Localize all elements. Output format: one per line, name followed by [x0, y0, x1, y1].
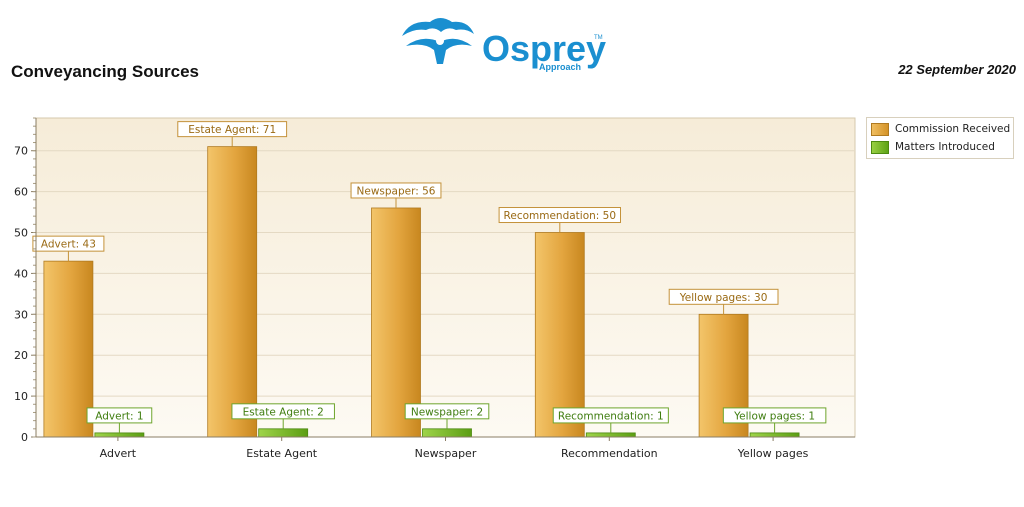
report-date: 22 September 2020 [898, 62, 1016, 77]
data-label: Estate Agent: 71 [188, 124, 276, 136]
y-tick-label: 10 [14, 390, 28, 403]
data-label: Recommendation: 1 [558, 410, 664, 422]
x-tick-label: Newspaper [415, 447, 477, 460]
bar-commission-advert [43, 260, 94, 438]
x-tick-label: Advert [100, 447, 137, 460]
chart-legend: Commission Received Matters Introduced [866, 117, 1014, 159]
y-tick-label: 70 [14, 145, 28, 158]
logo-trademark: TM [594, 35, 603, 41]
data-label-box [668, 288, 779, 305]
bar-matters-estate-agent [258, 428, 309, 438]
bar-matters-newspaper [422, 428, 472, 438]
logo-text: Osprey [482, 28, 606, 69]
data-label-box [32, 235, 105, 252]
legend-label-commission: Commission Received [895, 123, 1011, 135]
legend-swatch-commission [871, 122, 889, 136]
y-tick-label: 30 [14, 308, 28, 321]
x-tick-label: Recommendation [561, 447, 658, 460]
bar-matters-yellow-pages [749, 432, 800, 438]
osprey-bird-icon [402, 18, 474, 64]
data-label: Newspaper: 2 [411, 406, 483, 418]
data-label-box [350, 182, 442, 199]
legend-item-commission-received: Commission Received [871, 121, 1010, 137]
data-label-box [231, 403, 335, 420]
data-label-box [177, 121, 288, 138]
y-tick-label: 20 [14, 349, 28, 362]
data-label-box [552, 407, 669, 424]
legend-label-matters: Matters Introduced [895, 141, 995, 153]
x-tick-label: Estate Agent [246, 447, 318, 460]
data-label-box [404, 403, 490, 420]
legend-item-matters-introduced: Matters Introduced [871, 139, 995, 155]
bar-commission-newspaper [371, 207, 421, 438]
bar-commission-recommendation [534, 232, 585, 438]
data-label: Advert: 1 [95, 410, 143, 422]
data-label: Yellow pages: 30 [679, 292, 768, 304]
bar-matters-advert [94, 432, 145, 438]
logo-subtext: Approach [539, 62, 581, 72]
data-label: Estate Agent: 2 [243, 406, 324, 418]
data-label-box [722, 407, 827, 424]
y-tick-label: 60 [14, 186, 28, 199]
data-label: Yellow pages: 1 [733, 410, 815, 422]
report-title: Conveyancing Sources [11, 62, 200, 81]
data-label: Newspaper: 56 [357, 185, 436, 197]
y-tick-label: 0 [21, 431, 28, 444]
bar-chart: Advert: 43 Advert: 1 Estate Agent: 71 Estat… [14, 117, 856, 460]
data-label: Advert: 43 [41, 239, 96, 251]
data-label: Recommendation: 50 [504, 210, 617, 222]
y-tick-label: 50 [14, 227, 28, 240]
x-tick-label: Yellow pages [737, 447, 809, 460]
bar-matters-recommendation [585, 432, 636, 438]
legend-swatch-matters [871, 140, 889, 154]
bar-commission-estate-agent [207, 146, 258, 438]
y-tick-label: 40 [14, 267, 28, 280]
osprey-logo: Osprey TM Approach [396, 16, 616, 76]
data-label-box [498, 207, 622, 224]
data-label-box [86, 407, 153, 424]
